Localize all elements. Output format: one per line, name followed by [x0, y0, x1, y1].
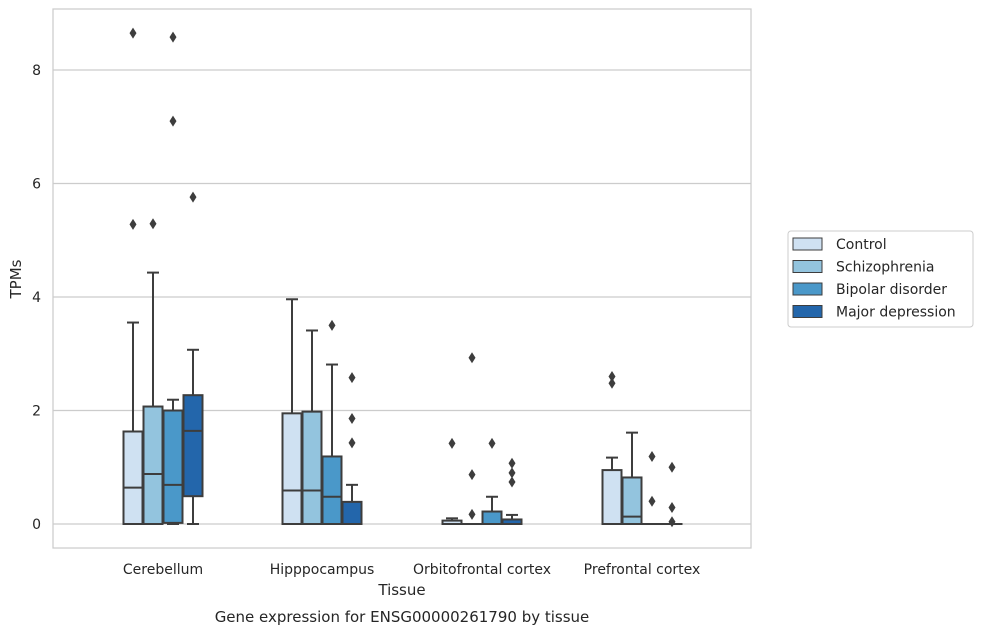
- outlier-point: [649, 451, 656, 462]
- box-group: [184, 192, 203, 524]
- legend-label: Control: [836, 237, 887, 253]
- legend: Control Schizophrenia Bipolar disorder Majo…: [788, 231, 973, 327]
- box-iqr: [124, 431, 143, 524]
- outlier-point: [150, 218, 157, 229]
- box-iqr: [603, 470, 622, 524]
- x-axis-label: Tissue: [377, 581, 425, 599]
- y-axis-label: TPMs: [7, 259, 25, 299]
- box-iqr: [303, 412, 322, 524]
- outlier-point: [669, 502, 676, 513]
- figure-caption: Gene expression for ENSG00000261790 by t…: [215, 608, 590, 626]
- box-group: [623, 433, 642, 524]
- box-group: [323, 320, 342, 524]
- box-iqr: [343, 502, 362, 524]
- outlier-point: [130, 28, 137, 39]
- y-tick-label: 0: [32, 517, 41, 533]
- outlier-point: [329, 320, 336, 331]
- x-tick-label: Orbitofrontal cortex: [413, 562, 551, 578]
- box-group: [663, 462, 682, 527]
- outlier-point: [170, 32, 177, 43]
- box-iqr: [164, 411, 183, 523]
- legend-label: Bipolar disorder: [836, 282, 947, 298]
- box-group: [343, 372, 362, 524]
- box-group: [503, 458, 522, 524]
- box-iqr: [144, 407, 163, 524]
- outlier-point: [489, 438, 496, 449]
- legend-label: Schizophrenia: [836, 260, 934, 276]
- outlier-point: [449, 438, 456, 449]
- x-tick-label: Hipppocampus: [270, 562, 375, 578]
- y-tick-label: 2: [32, 404, 41, 420]
- outlier-point: [509, 467, 516, 478]
- y-tick-label: 6: [32, 177, 41, 193]
- box-group: [603, 371, 622, 524]
- box-iqr: [483, 512, 502, 524]
- box-group: [463, 352, 482, 524]
- box-group: [303, 330, 322, 524]
- box-group: [124, 28, 143, 524]
- outlier-point: [509, 458, 516, 469]
- outlier-point: [349, 437, 356, 448]
- box-iqr: [184, 395, 203, 496]
- legend-swatch: [793, 306, 822, 318]
- box-group: [643, 451, 662, 524]
- x-tick-label: Prefrontal cortex: [584, 562, 701, 578]
- legend-swatch: [793, 283, 822, 295]
- outlier-point: [170, 116, 177, 127]
- outlier-point: [469, 509, 476, 520]
- outlier-point: [609, 371, 616, 382]
- legend-swatch: [793, 261, 822, 273]
- box-group: [443, 438, 462, 524]
- y-tick-label: 4: [32, 290, 41, 306]
- legend-label: Major depression: [836, 305, 956, 321]
- box-iqr: [323, 456, 342, 524]
- y-tick-label: 8: [32, 63, 41, 79]
- box-group: [164, 32, 183, 524]
- outlier-point: [349, 413, 356, 424]
- outlier-point: [669, 462, 676, 473]
- outlier-point: [649, 496, 656, 507]
- x-tick-label: Cerebellum: [123, 562, 203, 578]
- legend-swatch: [793, 238, 822, 250]
- box-group: [483, 438, 502, 524]
- outlier-point: [669, 516, 676, 527]
- box-iqr: [283, 413, 302, 524]
- outlier-point: [349, 372, 356, 383]
- outlier-point: [469, 469, 476, 480]
- outlier-point: [190, 192, 197, 203]
- box-group: [144, 218, 163, 524]
- outlier-point: [469, 352, 476, 363]
- outlier-point: [130, 219, 137, 230]
- box-group: [283, 299, 302, 524]
